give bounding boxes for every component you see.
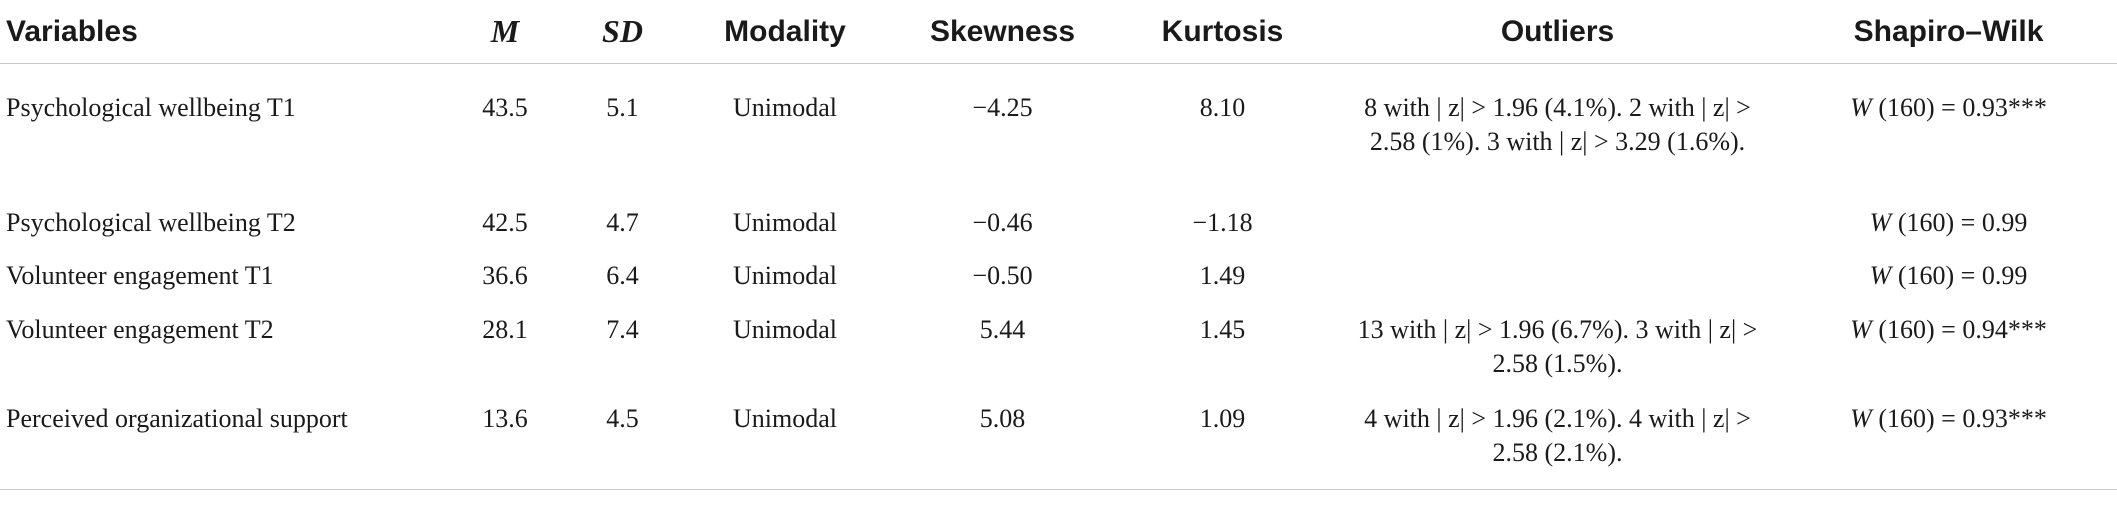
shapiro-stat-symbol: W [1869,261,1892,290]
cell-skewness: −0.50 [972,261,1033,290]
cell-outliers: 8 with | z| > 1.96 (4.1%). 2 with | z| >… [1364,93,1751,156]
shapiro-stat-value: (160) = 0.94*** [1871,315,2047,344]
table-row: Psychological wellbeing T1 43.5 5.1 Unim… [0,64,2117,199]
cell-skewness: 5.08 [895,399,1110,490]
cell-mean: 36.6 [482,261,528,290]
cell-modality: Unimodal [733,315,837,344]
cell-sd: 7.4 [606,315,639,344]
cell-kurtosis: −1.18 [1192,208,1253,237]
cell-modality: Unimodal [733,93,837,122]
cell-outliers [1335,252,1780,306]
shapiro-stat-value: (160) = 0.99 [1891,208,2028,237]
cell-variable: Perceived organizational support [0,399,440,490]
shapiro-stat-value: (160) = 0.93*** [1871,404,2047,433]
shapiro-stat-value: (160) = 0.99 [1891,261,2028,290]
header-mean: M [440,0,570,64]
header-variables: Variables [0,0,440,64]
cell-skewness: −4.25 [972,93,1033,122]
table-row: Psychological wellbeing T2 42.5 4.7 Unim… [0,198,2117,252]
table-row: Volunteer engagement T2 28.1 7.4 Unimoda… [0,306,2117,399]
cell-shapiro-wilk: W (160) = 0.99 [1780,198,2117,252]
cell-mean: 13.6 [440,399,570,490]
descriptive-statistics-table: Variables M SD Modality Skewness Kurtosi… [0,0,2117,490]
header-shapiro-wilk: Shapiro–Wilk [1780,0,2117,64]
table-row: Volunteer engagement T1 36.6 6.4 Unimoda… [0,252,2117,306]
cell-variable: Psychological wellbeing T2 [6,208,296,237]
header-skewness: Skewness [895,0,1110,64]
cell-shapiro-wilk: W (160) = 0.94*** [1780,306,2117,399]
cell-shapiro-wilk: W (160) = 0.93*** [1780,64,2117,199]
cell-mean: 28.1 [482,315,528,344]
cell-sd: 4.7 [606,208,639,237]
header-outliers: Outliers [1335,0,1780,64]
cell-mean: 43.5 [482,93,528,122]
shapiro-stat-symbol: W [1850,404,1872,433]
header-row: Variables M SD Modality Skewness Kurtosi… [0,0,2117,64]
cell-kurtosis: 1.45 [1199,315,1246,344]
header-kurtosis: Kurtosis [1110,0,1335,64]
cell-kurtosis: 1.49 [1199,261,1246,290]
cell-mean: 42.5 [482,208,528,237]
cell-shapiro-wilk: W (160) = 0.93*** [1780,399,2117,490]
cell-sd: 4.5 [570,399,675,490]
shapiro-stat-symbol: W [1850,93,1872,122]
shapiro-stat-value: (160) = 0.93*** [1871,93,2047,122]
shapiro-stat-symbol: W [1869,208,1892,237]
cell-modality: Unimodal [733,208,837,237]
shapiro-stat-symbol: W [1850,315,1872,344]
cell-kurtosis: 8.10 [1199,93,1246,122]
cell-outliers [1335,198,1780,252]
cell-modality: Unimodal [733,261,837,290]
cell-sd: 6.4 [606,261,639,290]
header-sd: SD [570,0,675,64]
cell-shapiro-wilk: W (160) = 0.99 [1780,252,2117,306]
table-row: Perceived organizational support 13.6 4.… [0,399,2117,490]
cell-skewness: 5.44 [979,315,1026,344]
cell-outliers: 4 with | z| > 1.96 (2.1%). 4 with | z| >… [1335,399,1780,490]
cell-kurtosis: 1.09 [1110,399,1335,490]
cell-variable: Volunteer engagement T1 [6,261,274,290]
cell-modality: Unimodal [675,399,895,490]
cell-sd: 5.1 [606,93,639,122]
cell-variable: Psychological wellbeing T1 [6,93,296,122]
header-modality: Modality [675,0,895,64]
cell-variable: Volunteer engagement T2 [6,315,274,344]
cell-skewness: −0.46 [972,208,1033,237]
cell-outliers: 13 with | z| > 1.96 (6.7%). 3 with | z| … [1357,315,1758,378]
